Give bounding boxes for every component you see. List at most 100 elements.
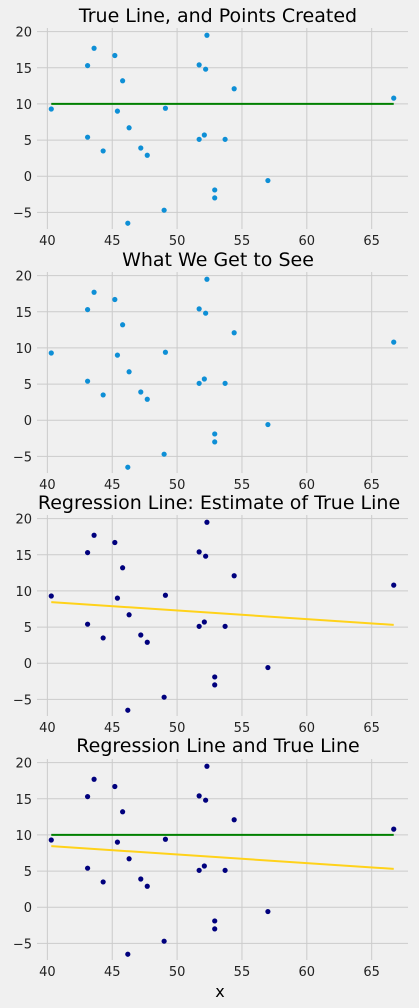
data-point [84,793,91,800]
data-point [48,106,54,112]
x-tick-label: 55 [234,234,251,249]
data-point [161,938,167,944]
data-point [212,926,218,932]
data-point [265,421,271,428]
data-point [91,289,97,295]
x-tick-label: 50 [169,721,186,736]
data-point [203,553,209,559]
data-point [112,296,118,303]
chart-title-4: Regression Line and True Line [76,735,359,757]
data-point [100,635,106,641]
x-tick-labels-2: 40 45 50 55 60 65 [39,478,380,493]
data-point [138,632,144,638]
data-point [138,145,144,151]
data-point [162,836,169,842]
data-point [144,639,150,645]
points-1 [48,32,397,226]
data-point [265,908,271,915]
data-point [120,809,126,815]
data-point [84,549,91,556]
data-point [204,32,210,38]
data-point [196,793,202,799]
plot-area-1 [37,28,408,229]
y-tick-label: −5 [13,693,32,708]
data-point [204,519,210,525]
data-point [196,380,202,386]
data-point [201,132,207,138]
y-tick-label: 10 [15,829,32,844]
y-tick-label: 5 [24,378,32,393]
data-point [126,856,132,862]
y-tick-labels-4: −5 0 5 10 15 20 [13,757,32,953]
data-point [162,105,169,111]
data-point [212,918,218,924]
y-tick-label: 0 [24,170,32,185]
y-tick-labels-3: −5 0 5 10 15 20 [13,513,32,709]
data-point [391,582,397,588]
data-point [203,66,209,72]
data-point [114,108,121,114]
x-tick-label: 65 [363,234,380,249]
data-point [222,380,228,386]
data-point [125,951,131,957]
y-tick-label: 15 [15,549,32,564]
y-tick-label: 20 [15,757,32,772]
points-4 [48,763,397,957]
data-point [100,879,106,885]
x-tick-label: 45 [104,965,121,980]
data-point [112,783,118,790]
data-point [126,125,132,131]
data-point [120,322,126,328]
data-point [125,707,131,713]
y-tick-labels-1: −5 0 5 10 15 20 [13,26,32,222]
x-tick-label: 60 [299,965,316,980]
data-point [112,539,118,546]
data-point [212,682,218,688]
x-axis-label: x [215,982,224,1001]
chart-title-3: Regression Line: Estimate of True Line [38,492,400,514]
y-tick-labels-2: −5 0 5 10 15 20 [13,270,32,466]
data-point [203,310,209,316]
y-tick-label: 20 [15,26,32,41]
y-tick-label: 5 [24,134,32,149]
x-tick-label: 50 [169,965,186,980]
y-tick-label: −5 [13,450,32,465]
x-tick-label: 55 [234,478,251,493]
data-point [125,220,131,226]
data-point [84,621,91,627]
chart-title-2: What We Get to See [122,249,314,271]
x-tick-label: 60 [299,478,316,493]
data-point [201,863,207,869]
data-point [391,339,397,345]
data-point [196,623,202,629]
chart-title-1: True Line, and Points Created [78,5,357,27]
data-point [161,694,167,700]
data-point [84,134,91,140]
data-point [204,763,210,769]
data-point [138,389,144,395]
x-tick-label: 45 [104,478,121,493]
x-tick-labels-1: 40 45 50 55 60 65 [39,234,380,249]
y-tick-label: 0 [24,414,32,429]
x-tick-label: 60 [299,721,316,736]
data-point [144,396,150,402]
grid-2 [37,272,408,473]
data-point [212,195,218,201]
data-point [212,431,218,437]
data-point [144,883,150,889]
x-tick-labels-3: 40 45 50 55 60 65 [39,721,380,736]
data-point [222,867,228,873]
y-tick-label: 20 [15,270,32,285]
y-tick-label: 15 [15,793,32,808]
data-point [112,52,118,59]
data-point [84,378,91,384]
data-point [162,592,169,598]
data-point [201,619,207,625]
y-tick-label: 20 [15,513,32,528]
data-point [48,837,54,843]
data-point [100,148,106,154]
y-tick-label: 15 [15,62,32,77]
data-point [161,207,167,213]
data-point [391,826,397,832]
